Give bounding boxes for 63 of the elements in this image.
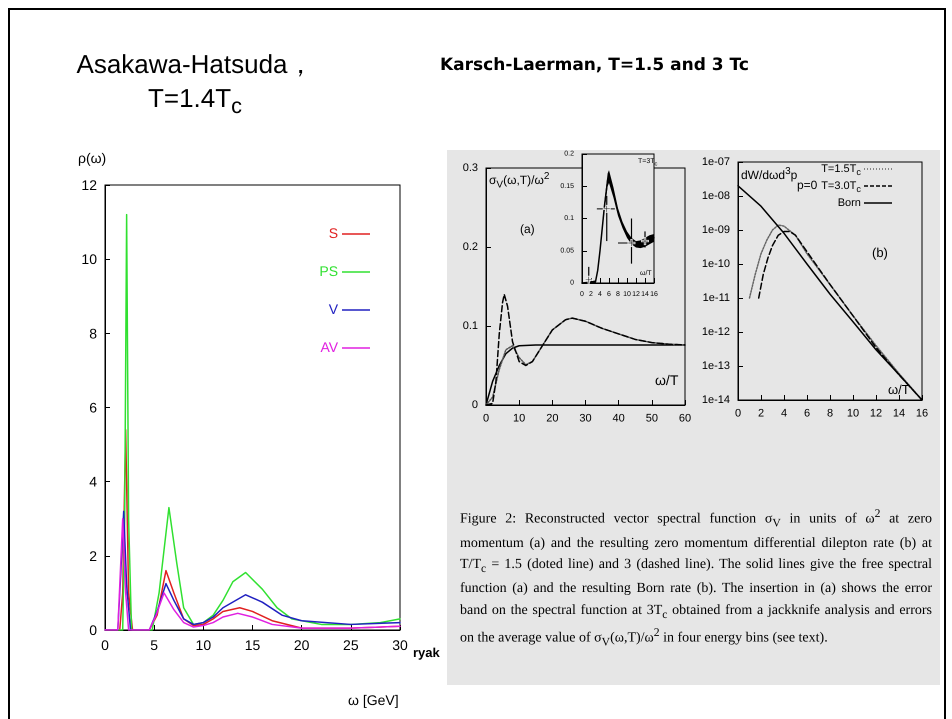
x-tick-label: 10: [513, 412, 526, 424]
point: [602, 204, 611, 213]
y-tick-label: 10: [81, 251, 98, 268]
y-tick-label: 0.1: [462, 320, 478, 332]
y-tick-label: 1e-07: [702, 156, 730, 168]
point: [641, 237, 649, 246]
annotation: p=0: [797, 178, 818, 192]
x-tick-label: 30: [579, 412, 592, 424]
annotation: (b): [872, 245, 888, 260]
y-tick-label: 1e-14: [702, 394, 730, 406]
y-tick-label: 12: [81, 177, 98, 193]
y-tick-label: 1e-11: [702, 292, 730, 304]
legend-label: Born: [838, 197, 861, 210]
text: ryak: [413, 645, 440, 660]
x-tick-label: 15: [244, 637, 260, 653]
x-tick-label: 0: [101, 637, 110, 653]
legend-label: T=3.0T$_{c}$: [821, 180, 861, 194]
x-tick-label: 0: [734, 408, 742, 420]
x-tick-label: 20: [294, 637, 310, 653]
legend-label: S: [328, 225, 338, 241]
x-tick-label: 2: [758, 408, 764, 420]
y-tick-label: 1e-12: [702, 326, 730, 338]
x-tick-label: 20: [546, 412, 558, 424]
x-tick-label: 25: [343, 637, 359, 653]
y-tick-label: 1e-08: [702, 190, 730, 202]
chart-title: Asakawa-Hatsuda， T=1.4T$_{c}$: [76, 48, 314, 120]
y-tick-label: 1e-10: [702, 258, 730, 270]
annotation: dW/dωd$^{3}$p: [741, 166, 798, 182]
legend-label: T=1.5T$_{c}$: [821, 163, 861, 178]
x-axis-title: ω [GeV]: [348, 692, 399, 708]
y-tick-label: 0.3: [462, 162, 478, 174]
y-tick-label: 1e-13: [702, 360, 730, 372]
x-tick-label: 6: [804, 408, 810, 420]
x-tick-label: 8: [826, 408, 834, 420]
x-axis-title: ω/T: [888, 382, 910, 397]
x-tick-label: 5: [150, 637, 158, 653]
x-tick-label: 14: [892, 408, 906, 420]
chart-title: Karsch-Laerman, T=1.5 and 3 Tc: [440, 55, 749, 75]
annotation: (a): [520, 222, 535, 236]
x-tick-label: 0: [482, 412, 490, 424]
y-axis-title: σ$_{V}$(ω,T)/ω$^{2}$: [489, 171, 550, 190]
legend-label: AV: [320, 339, 338, 355]
text: Figure 2: Reconstructed vector spectral function σ$_{V}$ in units of ω$^{2}$ at zero momentum (a) and the resulting zero momentum differential dilepton rate (b) at T/T$_{c}$ = 1.5 (doted line) and 3 (dashed line). The solid lines give the free spectral function (a) and the resulting Born rate (b). The insertion in (a) shows the error band on the spectral function at 3T$_{c}$ obtained from a jackknife analysis and errors on the average value of σ$_{V}$(ω,T)/ω$^{2}$ in four energy bins (see text).: [460, 507, 932, 648]
y-tick-label: 1e-09: [702, 224, 730, 236]
y-tick-label: 8: [89, 325, 98, 342]
x-tick-label: 40: [612, 412, 625, 424]
legend-label: V: [328, 301, 338, 317]
x-tick-label: 4: [780, 408, 788, 420]
y-tick-label: 0: [89, 622, 98, 638]
x-tick-label: 50: [646, 412, 658, 424]
x-tick-label: 12: [870, 408, 882, 420]
y-tick-label: 0.2: [462, 241, 478, 253]
x-tick-label: 10: [196, 637, 212, 653]
x-axis-title: ω/T: [655, 372, 678, 388]
y-axis-title: ρ(ω): [78, 150, 106, 166]
x-tick-label: 16: [916, 408, 928, 420]
x-tick-label: 10: [846, 408, 860, 420]
y-tick-label: 2: [89, 548, 98, 564]
y-tick-label: 0: [472, 399, 478, 411]
x-tick-label: 60: [678, 412, 692, 424]
x-tick-label: 30: [392, 637, 408, 653]
y-tick-label: 4: [89, 474, 98, 490]
legend-label: PS: [319, 263, 338, 279]
